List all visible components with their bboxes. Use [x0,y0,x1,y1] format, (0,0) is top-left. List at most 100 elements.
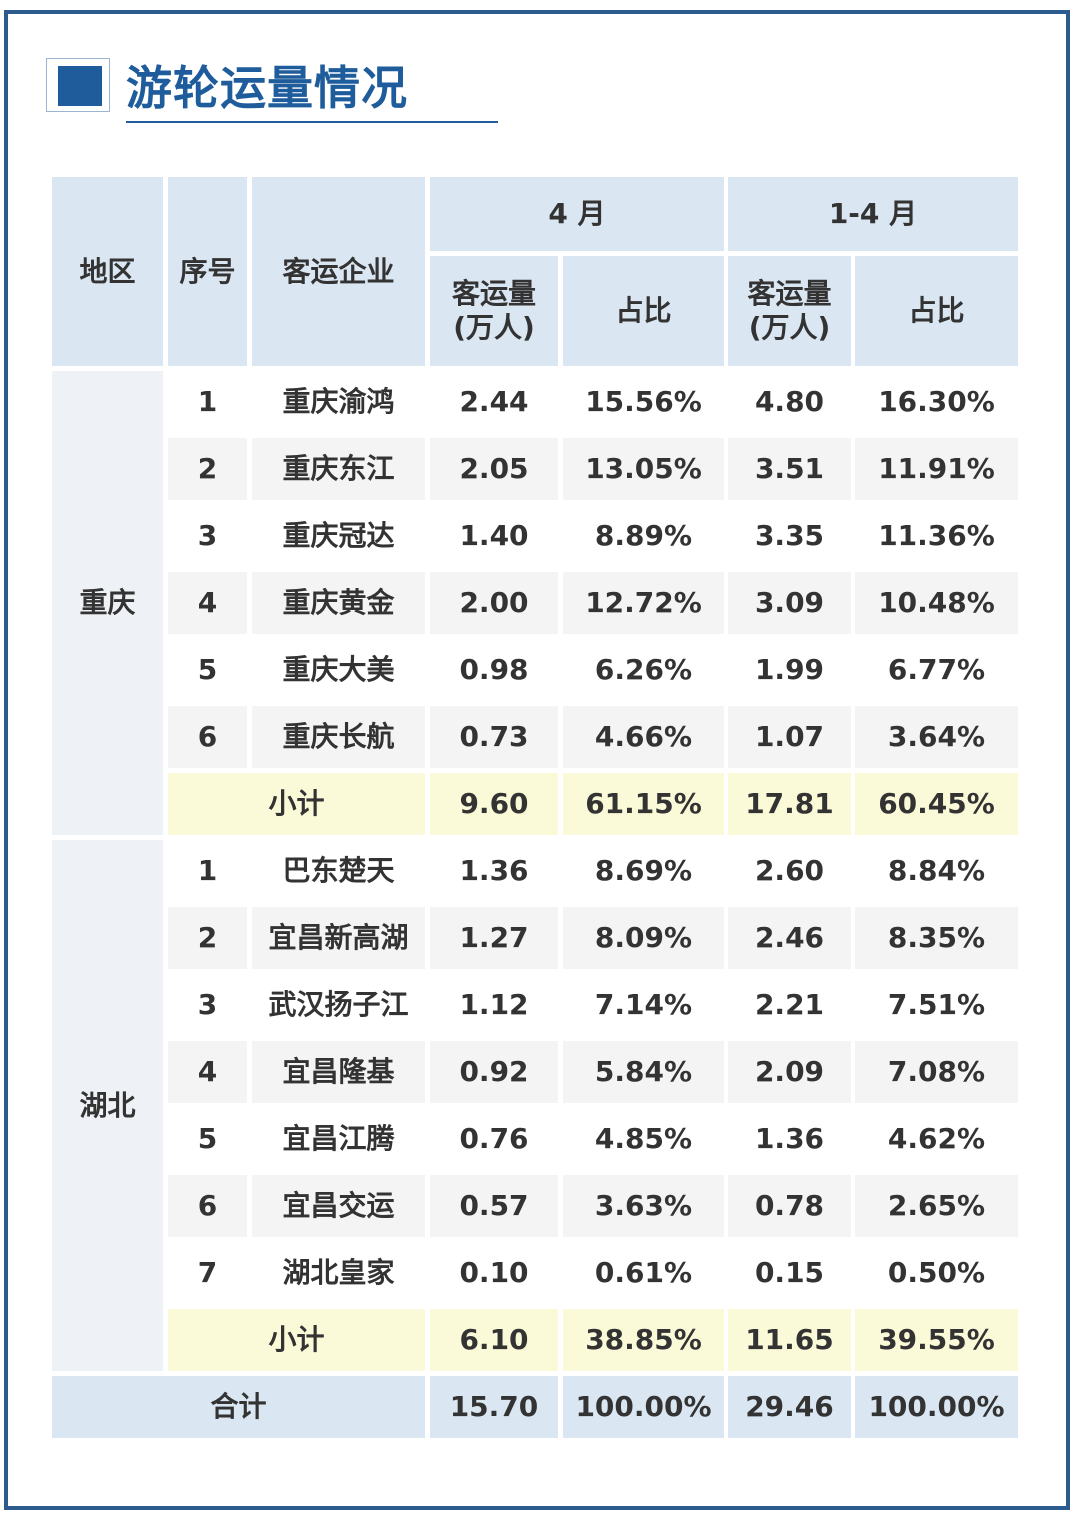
table-cell-seq: 4 [168,1041,247,1103]
total-label: 合计 [52,1376,425,1438]
table-cell-ytd-share: 16.30% [855,371,1018,433]
subtotal-apr-vol: 6.10 [430,1309,558,1371]
table-cell-seq: 1 [168,840,247,902]
table-cell-ytd-vol: 2.21 [728,974,851,1036]
table-cell-ytd-vol: 2.09 [728,1041,851,1103]
table-cell-ytd-vol: 3.09 [728,572,851,634]
table-cell-apr-share: 8.09% [563,907,724,969]
table-cell-company: 巴东楚天 [252,840,425,902]
header-volume-line2: (万人) [453,311,535,344]
table-cell-company: 宜昌隆基 [252,1041,425,1103]
header-volume-line1: 客运量 [451,277,536,311]
subtotal-label: 小计 [168,1309,425,1371]
table-cell-seq: 7 [168,1242,247,1304]
table-cell-seq: 5 [168,639,247,701]
table-cell-apr-share: 0.61% [563,1242,724,1304]
table-cell-company: 宜昌新高湖 [252,907,425,969]
header-april-share: 占比 [563,256,724,366]
table-cell-apr-vol: 0.92 [430,1041,558,1103]
header-volume-line1: 客运量 [747,277,832,311]
table-cell-apr-share: 4.66% [563,706,724,768]
table-cell-ytd-share: 7.08% [855,1041,1018,1103]
subtotal-ytd-vol: 11.65 [728,1309,851,1371]
table-cell-seq: 3 [168,974,247,1036]
table-cell-apr-vol: 2.05 [430,438,558,500]
table-cell-seq: 6 [168,1175,247,1237]
table-cell-ytd-share: 7.51% [855,974,1018,1036]
table-cell-ytd-share: 8.84% [855,840,1018,902]
table-cell-ytd-share: 4.62% [855,1108,1018,1170]
table-cell-ytd-share: 2.65% [855,1175,1018,1237]
table-cell-apr-vol: 0.76 [430,1108,558,1170]
table-cell-apr-vol: 0.73 [430,706,558,768]
table-cell-company: 宜昌交运 [252,1175,425,1237]
table-cell-seq: 2 [168,907,247,969]
table-cell-ytd-vol: 0.15 [728,1242,851,1304]
table-cell-apr-share: 7.14% [563,974,724,1036]
table-cell-apr-vol: 2.00 [430,572,558,634]
subtotal-apr-vol: 9.60 [430,773,558,835]
table-cell-company: 宜昌江腾 [252,1108,425,1170]
table-cell-ytd-share: 8.35% [855,907,1018,969]
table-cell-ytd-vol: 4.80 [728,371,851,433]
table-cell-ytd-share: 6.77% [855,639,1018,701]
page-frame [4,10,1070,1510]
header-region: 地区 [52,177,163,366]
table-cell-apr-share: 12.72% [563,572,724,634]
table-cell-ytd-vol: 0.78 [728,1175,851,1237]
table-cell-ytd-vol: 3.35 [728,505,851,567]
table-cell-apr-share: 8.89% [563,505,724,567]
table-cell-ytd-share: 0.50% [855,1242,1018,1304]
header-jan-apr: 1-4 月 [728,177,1018,251]
total-ytd-vol: 29.46 [728,1376,851,1438]
table-cell-ytd-vol: 1.99 [728,639,851,701]
subtotal-ytd-vol: 17.81 [728,773,851,835]
table-cell-ytd-vol: 1.36 [728,1108,851,1170]
total-ytd-share: 100.00% [855,1376,1018,1438]
subtotal-apr-share: 38.85% [563,1309,724,1371]
header-volume-line2: (万人) [748,311,831,344]
table-cell-ytd-share: 11.36% [855,505,1018,567]
table-cell-company: 重庆黄金 [252,572,425,634]
table-cell-apr-share: 6.26% [563,639,724,701]
table-cell-seq: 1 [168,371,247,433]
region-cell: 湖北 [52,840,163,1371]
subtotal-apr-share: 61.15% [563,773,724,835]
table-cell-apr-share: 3.63% [563,1175,724,1237]
table-cell-apr-vol: 0.57 [430,1175,558,1237]
table-cell-ytd-share: 10.48% [855,572,1018,634]
table-cell-apr-vol: 0.10 [430,1242,558,1304]
table-cell-ytd-share: 3.64% [855,706,1018,768]
table-cell-company: 重庆大美 [252,639,425,701]
table-cell-seq: 6 [168,706,247,768]
table-cell-company: 重庆东江 [252,438,425,500]
table-cell-ytd-share: 11.91% [855,438,1018,500]
header-seq: 序号 [168,177,247,366]
title-underline [126,121,498,123]
table-cell-apr-share: 8.69% [563,840,724,902]
table-cell-company: 重庆长航 [252,706,425,768]
table-cell-apr-vol: 1.40 [430,505,558,567]
table-cell-apr-vol: 1.36 [430,840,558,902]
table-cell-apr-vol: 0.98 [430,639,558,701]
passenger-volume-table: 地区 序号 客运企业 4 月 1-4 月 客运量 (万人) 占比 客运量 (万人… [52,177,1020,1438]
table-cell-seq: 5 [168,1108,247,1170]
table-cell-ytd-vol: 1.07 [728,706,851,768]
table-cell-company: 武汉扬子江 [252,974,425,1036]
region-cell: 重庆 [52,371,163,835]
table-cell-ytd-vol: 2.46 [728,907,851,969]
total-apr-vol: 15.70 [430,1376,558,1438]
header-ytd-volume: 客运量 (万人) [728,256,851,366]
table-cell-apr-share: 5.84% [563,1041,724,1103]
table-cell-apr-share: 4.85% [563,1108,724,1170]
header-april: 4 月 [430,177,724,251]
header-ytd-share: 占比 [855,256,1018,366]
table-cell-ytd-vol: 3.51 [728,438,851,500]
subtotal-label: 小计 [168,773,425,835]
table-cell-seq: 4 [168,572,247,634]
table-cell-seq: 3 [168,505,247,567]
table-cell-company: 重庆渝鸿 [252,371,425,433]
table-cell-apr-vol: 2.44 [430,371,558,433]
table-cell-seq: 2 [168,438,247,500]
title-square-icon [46,58,112,114]
